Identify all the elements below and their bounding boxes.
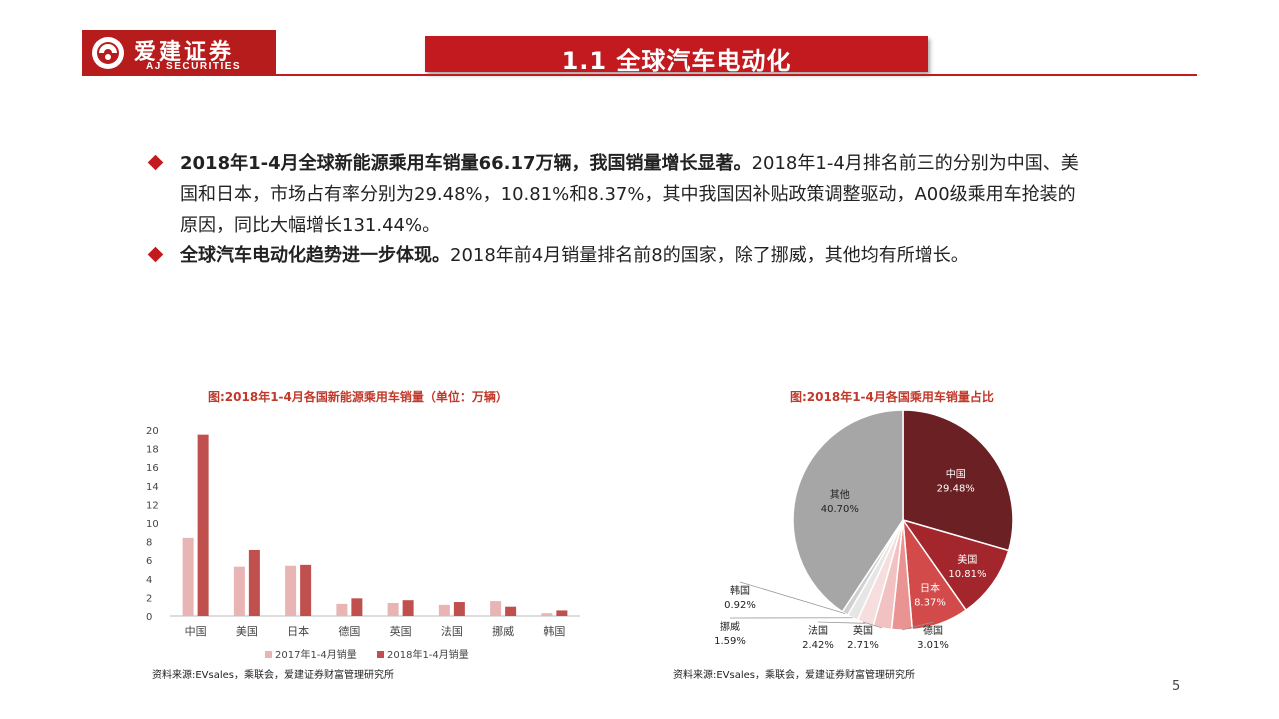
- pie-slice-value: 3.01%: [917, 640, 949, 651]
- pie-slice-value: 40.70%: [821, 504, 859, 515]
- pie-leader-line: [862, 621, 883, 629]
- bar: [505, 606, 517, 616]
- bar: [233, 566, 245, 616]
- legend-swatch: [265, 651, 272, 658]
- logo-emblem-icon: [92, 37, 124, 69]
- bar: [490, 601, 502, 616]
- bar: [182, 537, 194, 616]
- bar: [402, 600, 414, 616]
- bullet-1-text: 2018年1-4月全球新能源乘用车销量66.17万辆，我国销量增长显著。2018…: [180, 148, 1080, 241]
- bullet-2: 全球汽车电动化趋势进一步体现。2018年前4月销量排名前8的国家，除了挪威，其他…: [147, 240, 1080, 271]
- header-divider: [276, 74, 1197, 76]
- pie-slice-value: 1.59%: [714, 636, 746, 647]
- y-tick-label: 20: [146, 426, 159, 437]
- pie-slice-value: 2.42%: [802, 640, 834, 651]
- company-logo: 爱建证券 AJ SECURITIES: [82, 30, 276, 76]
- bar-chart: 0 2 4 6 8 10 12 14 16 18 20 中国 美国 日本 德国 英国 法国 挪威 韩国 2017年1-…: [146, 426, 580, 661]
- x-category-label: 英国: [390, 624, 412, 638]
- bar: [300, 564, 312, 616]
- pie-slice-value: 0.92%: [724, 600, 756, 611]
- y-tick-label: 18: [146, 445, 159, 456]
- legend-label: 2018年1-4月销量: [387, 648, 469, 661]
- y-tick-label: 16: [146, 463, 159, 474]
- pie-slice-label: 美国: [957, 553, 977, 566]
- y-tick-label: 0: [146, 612, 152, 623]
- pie-leader-line: [817, 621, 866, 624]
- bar: [438, 604, 450, 616]
- x-category-label: 德国: [338, 624, 360, 638]
- x-category-label: 挪威: [492, 624, 514, 638]
- x-category-label: 日本: [287, 624, 309, 638]
- bar: [336, 603, 348, 616]
- pie-slice-value: 10.81%: [948, 569, 986, 580]
- pie-slice-label: 其他: [830, 488, 850, 501]
- diamond-bullet-icon: [147, 154, 164, 171]
- bar-chart-title: 图:2018年1-4月各国新能源乘用车销量（单位：万辆）: [208, 390, 508, 404]
- x-category-label: 中国: [185, 625, 207, 638]
- bullet-2-bold: 全球汽车电动化趋势进一步体现。: [180, 245, 450, 266]
- y-tick-label: 12: [146, 500, 159, 511]
- x-category-label: 美国: [236, 625, 258, 638]
- pie-leader-line: [739, 581, 846, 614]
- bullet-1-bold: 2018年1-4月全球新能源乘用车销量66.17万辆，我国销量增长显著。: [180, 153, 752, 174]
- logo-english-name: AJ SECURITIES: [146, 61, 242, 72]
- pie-slice-value: 2.71%: [847, 640, 879, 651]
- pie-slice-value: 29.48%: [937, 483, 975, 494]
- y-tick-label: 14: [146, 482, 159, 493]
- logo-chinese-name: 爱建证券: [134, 39, 235, 65]
- x-category-label: 韩国: [543, 624, 565, 638]
- slide-title-banner: 1.1 全球汽车电动化: [425, 36, 928, 75]
- pie-slice-value: 8.37%: [914, 597, 946, 608]
- y-tick-label: 4: [146, 575, 152, 586]
- legend-swatch: [377, 651, 384, 658]
- pie-slice-label: 韩国: [730, 584, 750, 597]
- bar: [453, 602, 465, 616]
- bar: [285, 565, 297, 616]
- bar: [387, 602, 399, 616]
- y-tick-label: 10: [146, 519, 159, 530]
- slide-title: 1.1 全球汽车电动化: [561, 47, 792, 75]
- pie-slice-label: 英国: [853, 624, 873, 637]
- pie-chart-title: 图:2018年1-4月各国乘用车销量占比: [790, 390, 994, 404]
- bar: [556, 610, 568, 616]
- bar: [197, 434, 209, 616]
- bullet-2-text: 全球汽车电动化趋势进一步体现。2018年前4月销量排名前8的国家，除了挪威，其他…: [180, 240, 1080, 271]
- pie-slice-label: 德国: [923, 624, 943, 637]
- pie-slice-label: 挪威: [720, 620, 740, 633]
- pie-slice: [792, 409, 904, 613]
- y-tick-label: 6: [146, 556, 152, 567]
- pie-leader-line: [901, 621, 934, 631]
- pie-slice-label: 日本: [920, 581, 940, 594]
- pie-slice: [902, 409, 1014, 552]
- pie-chart: 中国 29.48% 美国 10.81% 日本 8.37% 德国 3.01% 英国 2.71% 法国 2…: [714, 409, 1014, 651]
- pie-slice-label: 法国: [808, 624, 828, 637]
- diamond-bullet-icon: [147, 246, 164, 263]
- page-number: 5: [1172, 679, 1181, 694]
- legend-label: 2017年1-4月销量: [275, 648, 357, 661]
- bar-chart-source: 资料来源:EVsales，乘联会，爱建证券财富管理研究所: [152, 670, 395, 681]
- bullet-2-body: 2018年前4月销量排名前8的国家，除了挪威，其他均有所增长。: [450, 245, 969, 266]
- bar: [351, 598, 363, 616]
- bullet-1: 2018年1-4月全球新能源乘用车销量66.17万辆，我国销量增长显著。2018…: [147, 148, 1080, 241]
- bullet-1-body: 2018年1-4月排名前三的分别为中国、美国和日本，市场占有率分别为29.48%…: [180, 153, 1079, 236]
- bar: [541, 613, 553, 616]
- pie-slice: [901, 518, 1010, 612]
- y-tick-label: 8: [146, 538, 152, 549]
- y-tick-label: 2: [146, 593, 152, 604]
- pie-chart-source: 资料来源:EVsales，乘联会，爱建证券财富管理研究所: [673, 670, 916, 681]
- pie-slice-label: 中国: [946, 467, 966, 480]
- bar: [248, 549, 260, 616]
- x-category-label: 法国: [441, 624, 463, 638]
